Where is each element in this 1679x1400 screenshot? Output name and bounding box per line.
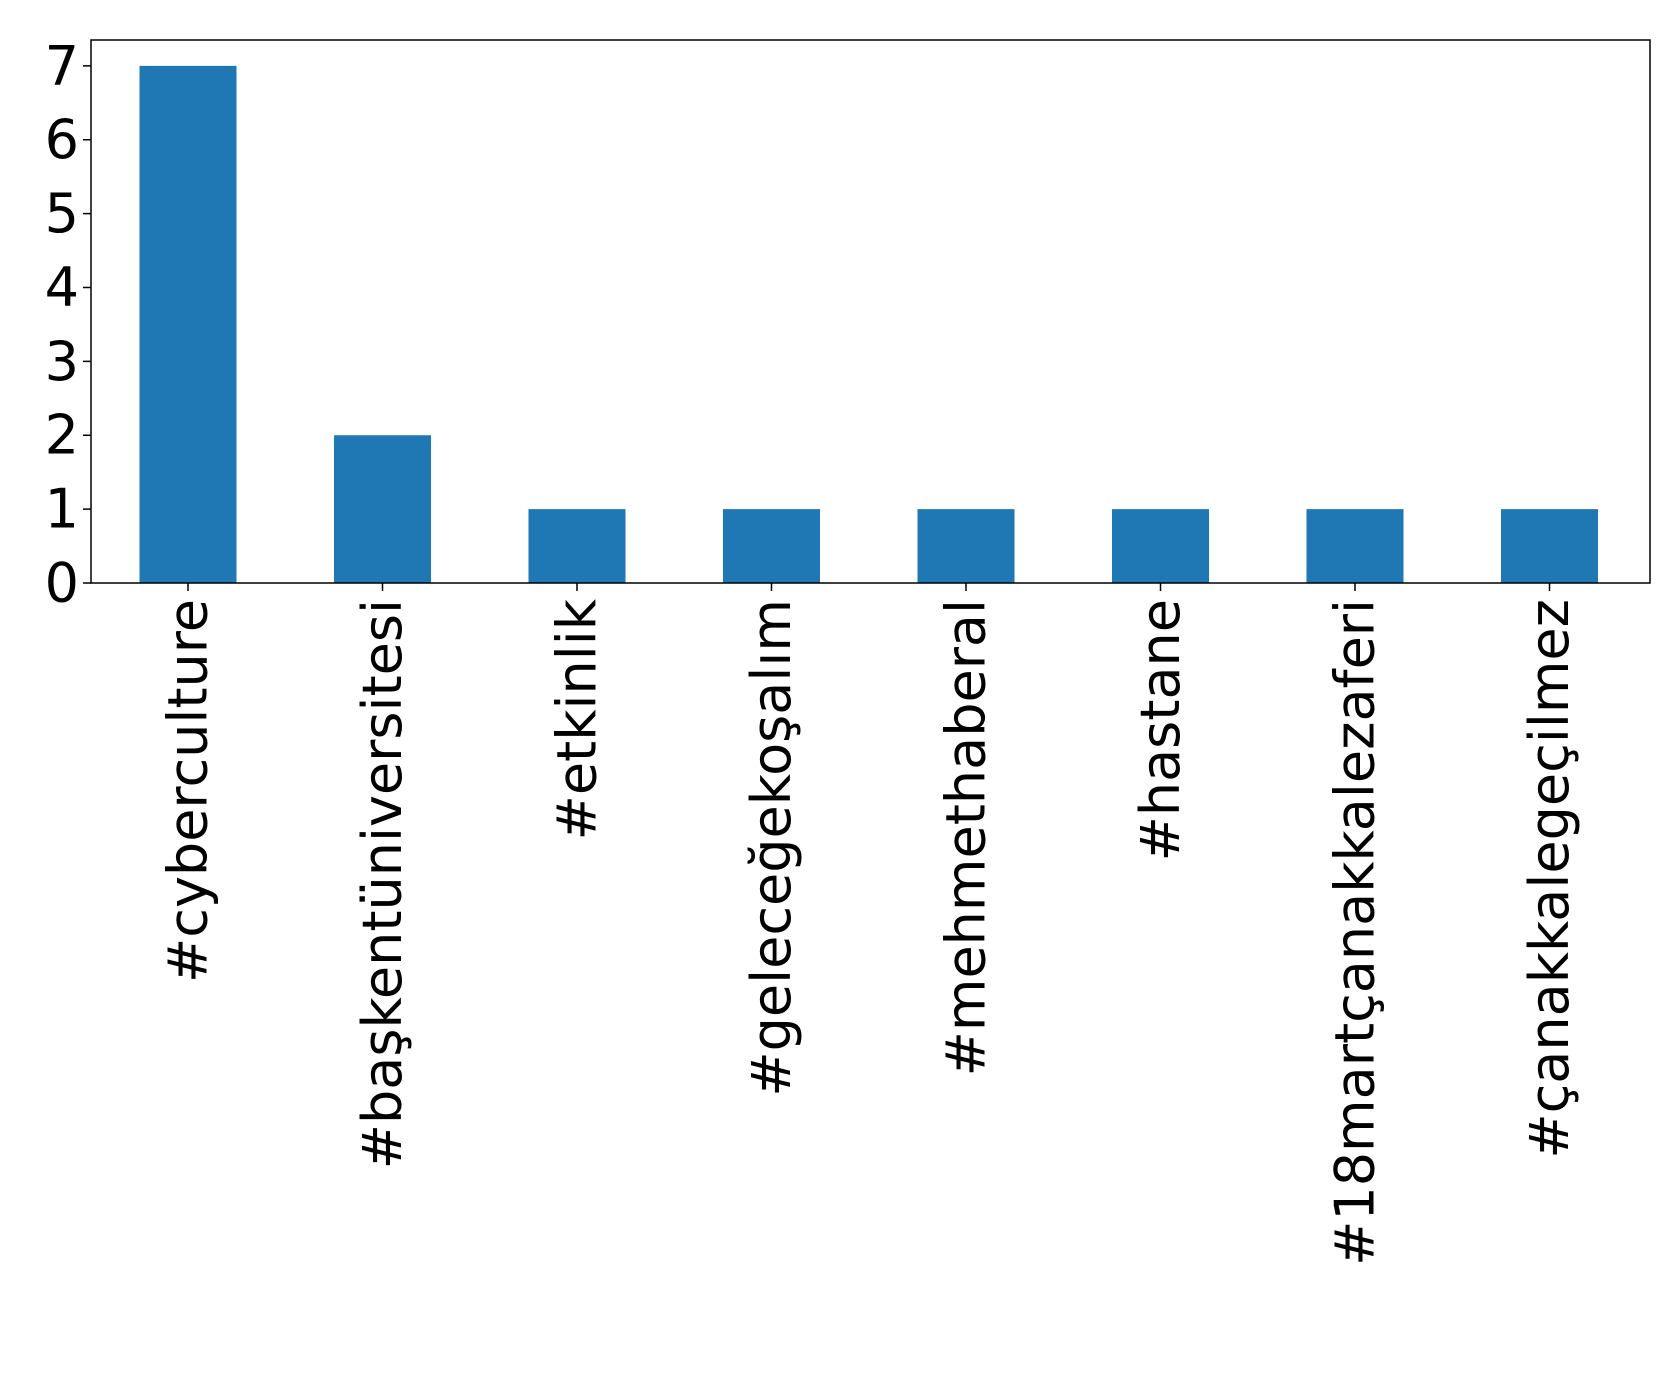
y-tick-label: 5 (45, 182, 79, 245)
bar-4 (917, 509, 1015, 583)
x-tick-label: #etkinlik (546, 598, 609, 840)
x-tick-label: #çanakkalegeçilmez (1518, 599, 1581, 1159)
x-tick-label: #mehmethaberal (935, 599, 998, 1076)
y-tick-label: 0 (45, 552, 79, 615)
x-tick-label: #geleceğekoşalım (740, 599, 803, 1097)
y-tick-label: 4 (45, 256, 79, 319)
y-tick-label: 3 (45, 330, 79, 393)
x-tick-label: #hastane (1129, 599, 1192, 861)
y-tick-label: 6 (45, 108, 79, 171)
x-axis: #cyberculture #başkentüniversitesi #etkinl… (157, 583, 1581, 1266)
bars (139, 65, 1598, 584)
y-tick-label: 1 (45, 478, 79, 541)
bar-5 (1112, 509, 1209, 583)
bar-0 (139, 65, 237, 584)
y-tick-label: 7 (45, 34, 79, 97)
bar-6 (1306, 509, 1404, 583)
plot-area-frame (90, 39, 1651, 584)
x-tick-label: #başkentüniversitesi (351, 599, 414, 1169)
y-tick-label: 2 (45, 404, 79, 467)
bar-3 (723, 509, 820, 583)
bar-7 (1501, 509, 1598, 583)
x-tick-label: #18martçanakkalezaferi (1324, 599, 1387, 1266)
y-axis: 0 1 2 3 4 5 6 7 (45, 34, 91, 615)
x-tick-label: #cyberculture (157, 599, 220, 983)
bar-1 (334, 435, 431, 583)
bar-2 (528, 509, 626, 583)
